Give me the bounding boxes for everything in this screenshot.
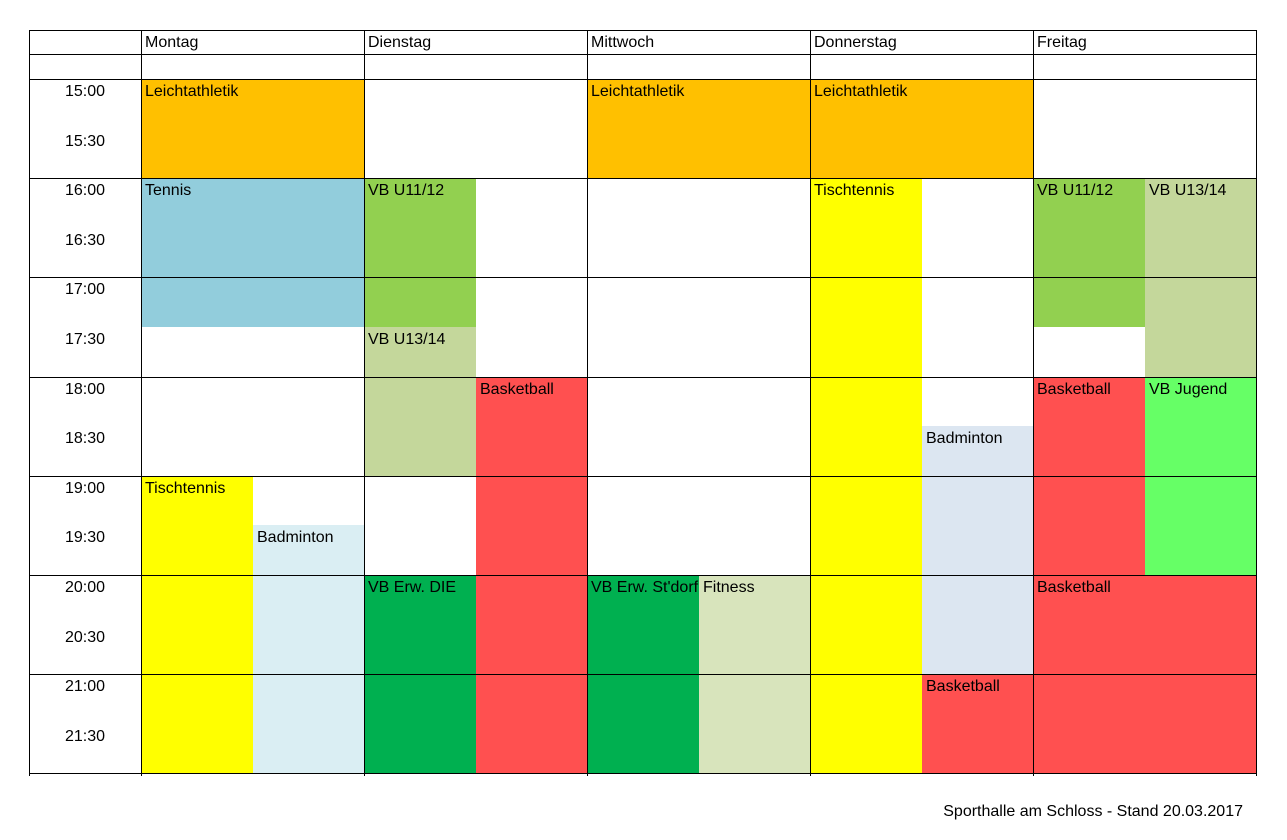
grid-line [29,30,1257,31]
time-label: 19:00 [64,480,106,497]
event-block: Tennis [141,178,364,327]
day-header: Mittwoch [591,34,655,51]
grid-line [141,30,142,776]
event-label: Basketball [1037,579,1111,596]
time-label: 18:00 [64,381,106,398]
time-label: 17:30 [64,331,106,348]
event-label: Fitness [703,579,755,596]
grid-line [1033,30,1034,776]
grid-line [810,30,811,776]
event-label: VB U13/14 [368,331,446,348]
event-block: Leichtathletik [810,79,1033,178]
event-block: VB U13/14 [364,327,476,476]
grid-line [29,575,1257,576]
event-block: Badminton [922,426,1033,674]
event-label: Badminton [257,529,334,546]
time-label: 17:00 [64,281,106,298]
time-label: 15:30 [64,133,106,150]
event-label: Leichtathletik [591,83,685,100]
grid-line [1256,30,1257,776]
event-label: VB U11/12 [368,182,445,199]
event-block: Leichtathletik [141,79,364,178]
event-label: Basketball [480,381,554,398]
time-label: 21:00 [64,678,106,695]
event-block: Tischtennis [141,476,253,773]
time-label: 15:00 [64,83,106,100]
grid-line [29,79,1257,80]
event-block: VB U11/12 [364,178,476,327]
day-header: Montag [145,34,199,51]
event-label: Leichtathletik [145,83,239,100]
event-label: VB Jugend [1149,381,1228,398]
event-label: VB Erw. St'dorf [591,579,699,596]
time-label: 16:30 [64,232,106,249]
grid-line [29,773,1257,774]
event-label: Leichtathletik [814,83,908,100]
time-label: 20:00 [64,579,106,596]
grid-line [29,178,1257,179]
grid-line [587,30,588,776]
time-label: 18:30 [64,430,106,447]
grid-line [29,476,1257,477]
event-block: Basketball [922,674,1033,773]
event-label: Tischtennis [145,480,226,497]
time-label: 21:30 [64,728,106,745]
event-label: VB U11/12 [1037,182,1114,199]
event-block: Badminton [253,525,364,773]
event-label: Badminton [926,430,1003,447]
event-label: VB Erw. DIE [368,579,457,596]
event-label: Tennis [145,182,192,199]
grid-line [29,30,30,776]
time-label: 16:00 [64,182,106,199]
grid-line [29,54,1257,55]
grid-line [29,674,1257,675]
time-label: 20:30 [64,629,106,646]
grid-line [29,277,1257,278]
day-header: Freitag [1037,34,1087,51]
grid-line [364,30,365,776]
event-block: VB U11/12 [1033,178,1145,327]
day-header: Donnerstag [814,34,897,51]
event-label: Basketball [926,678,1000,695]
event-label: Basketball [1037,381,1111,398]
event-label: VB U13/14 [1149,182,1227,199]
time-label: 19:30 [64,529,106,546]
event-label: Tischtennis [814,182,895,199]
footer-caption: Sporthalle am Schloss - Stand 20.03.2017 [943,803,1243,820]
day-header: Dienstag [368,34,432,51]
grid-line [29,377,1257,378]
event-block: Leichtathletik [587,79,810,178]
